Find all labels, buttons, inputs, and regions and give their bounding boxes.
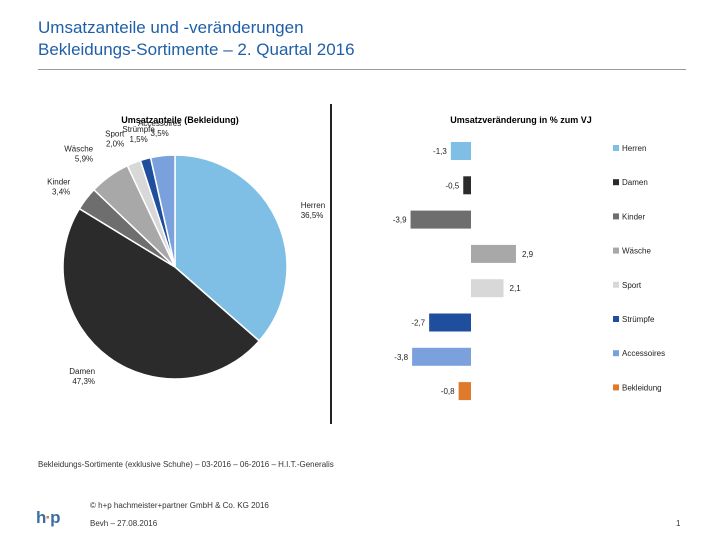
- bar-accessoires: [412, 347, 471, 366]
- legend-label-kinder: Kinder: [622, 212, 645, 221]
- bar-bekleidung: [458, 382, 471, 401]
- pie-value-accessoires: 3,5%: [151, 129, 169, 138]
- bar-label-waesche: 2,9: [522, 250, 534, 259]
- pie-value-damen: 47,3%: [72, 377, 95, 386]
- pie-value-kinder: 3,4%: [52, 188, 70, 197]
- legend-label-bekleidung: Bekleidung: [622, 383, 662, 392]
- legend-swatch-waesche: [613, 247, 619, 254]
- bar-label-accessoires: -3,8: [394, 353, 408, 362]
- legend-swatch-accessoires: [613, 350, 619, 357]
- bar-label-herren: -1,3: [433, 147, 447, 156]
- bar-sport: [471, 279, 504, 298]
- pie-value-sport: 2,0%: [106, 140, 124, 149]
- legend-swatch-struempfe: [613, 316, 619, 322]
- legend-swatch-herren: [613, 145, 619, 151]
- legend-swatch-kinder: [613, 213, 619, 220]
- pie-slice-damen: [62, 207, 261, 380]
- bar-chart-title: Umsatzveränderung in % zum VJ: [450, 115, 592, 125]
- pie-slice-accessoires: [149, 154, 176, 268]
- bar-label-damen: -0,5: [445, 181, 459, 190]
- company-logo: h·p: [36, 508, 60, 528]
- pie-label-struempfe: Strümpfe: [122, 125, 155, 134]
- pie-slice-herren: [174, 154, 288, 342]
- bar-damen: [463, 176, 471, 195]
- bar-herren: [450, 142, 471, 160]
- title-divider: [38, 69, 686, 70]
- bar-label-struempfe: -2,7: [411, 319, 425, 328]
- chart-separator: [330, 104, 332, 424]
- page-title-line1: Umsatzanteile und -veränderungen: [38, 18, 304, 37]
- logo-dot: ·: [45, 508, 51, 527]
- legend-label-struempfe: Strümpfe: [622, 315, 655, 324]
- legend-swatch-bekleidung: [613, 384, 619, 391]
- page-title-line2: Bekleidungs-Sortimente – 2. Quartal 2016: [38, 40, 355, 59]
- legend-label-damen: Damen: [622, 178, 648, 187]
- bar-kinder: [410, 210, 471, 229]
- bar-label-kinder: -3,9: [393, 216, 407, 225]
- author-date: Bevh – 27.08.2016: [90, 519, 158, 528]
- bar-label-sport: 2,1: [510, 284, 522, 293]
- pie-label-accessoires: Accessoires: [138, 119, 181, 128]
- legend-label-waesche: Wäsche: [622, 247, 651, 256]
- legend-label-herren: Herren: [622, 144, 646, 153]
- legend-swatch-damen: [613, 179, 619, 186]
- pie-chart-title: Umsatzanteile (Bekleidung): [121, 115, 239, 125]
- pie-label-damen: Damen: [69, 367, 95, 376]
- pie-label-kinder: Kinder: [47, 178, 70, 187]
- legend-label-sport: Sport: [622, 281, 642, 290]
- logo-letter-h: h: [36, 508, 46, 527]
- legend-swatch-sport: [613, 281, 619, 288]
- copyright-note: © h+p hachmeister+partner GmbH & Co. KG …: [90, 501, 269, 510]
- pie-value-struempfe: 1,5%: [130, 135, 148, 144]
- source-note: Bekleidungs-Sortimente (exklusive Schuhe…: [38, 460, 334, 469]
- pie-value-herren: 36,5%: [301, 211, 324, 220]
- page-number: 1: [676, 519, 681, 528]
- legend-label-accessoires: Accessoires: [622, 349, 665, 358]
- bar-label-bekleidung: -0,8: [441, 387, 455, 396]
- bar-chart: Umsatzveränderung in % zum VJ -1,3 Herren -…: [393, 115, 665, 401]
- pie-value-waesche: 5,9%: [75, 154, 93, 163]
- pie-label-herren: Herren: [301, 201, 325, 210]
- bar-waesche: [471, 244, 516, 263]
- pie-label-waesche: Wäsche: [64, 144, 93, 153]
- pie-label-sport: Sport: [105, 130, 125, 139]
- logo-letter-p: p: [50, 508, 60, 527]
- bar-struempfe: [429, 313, 471, 332]
